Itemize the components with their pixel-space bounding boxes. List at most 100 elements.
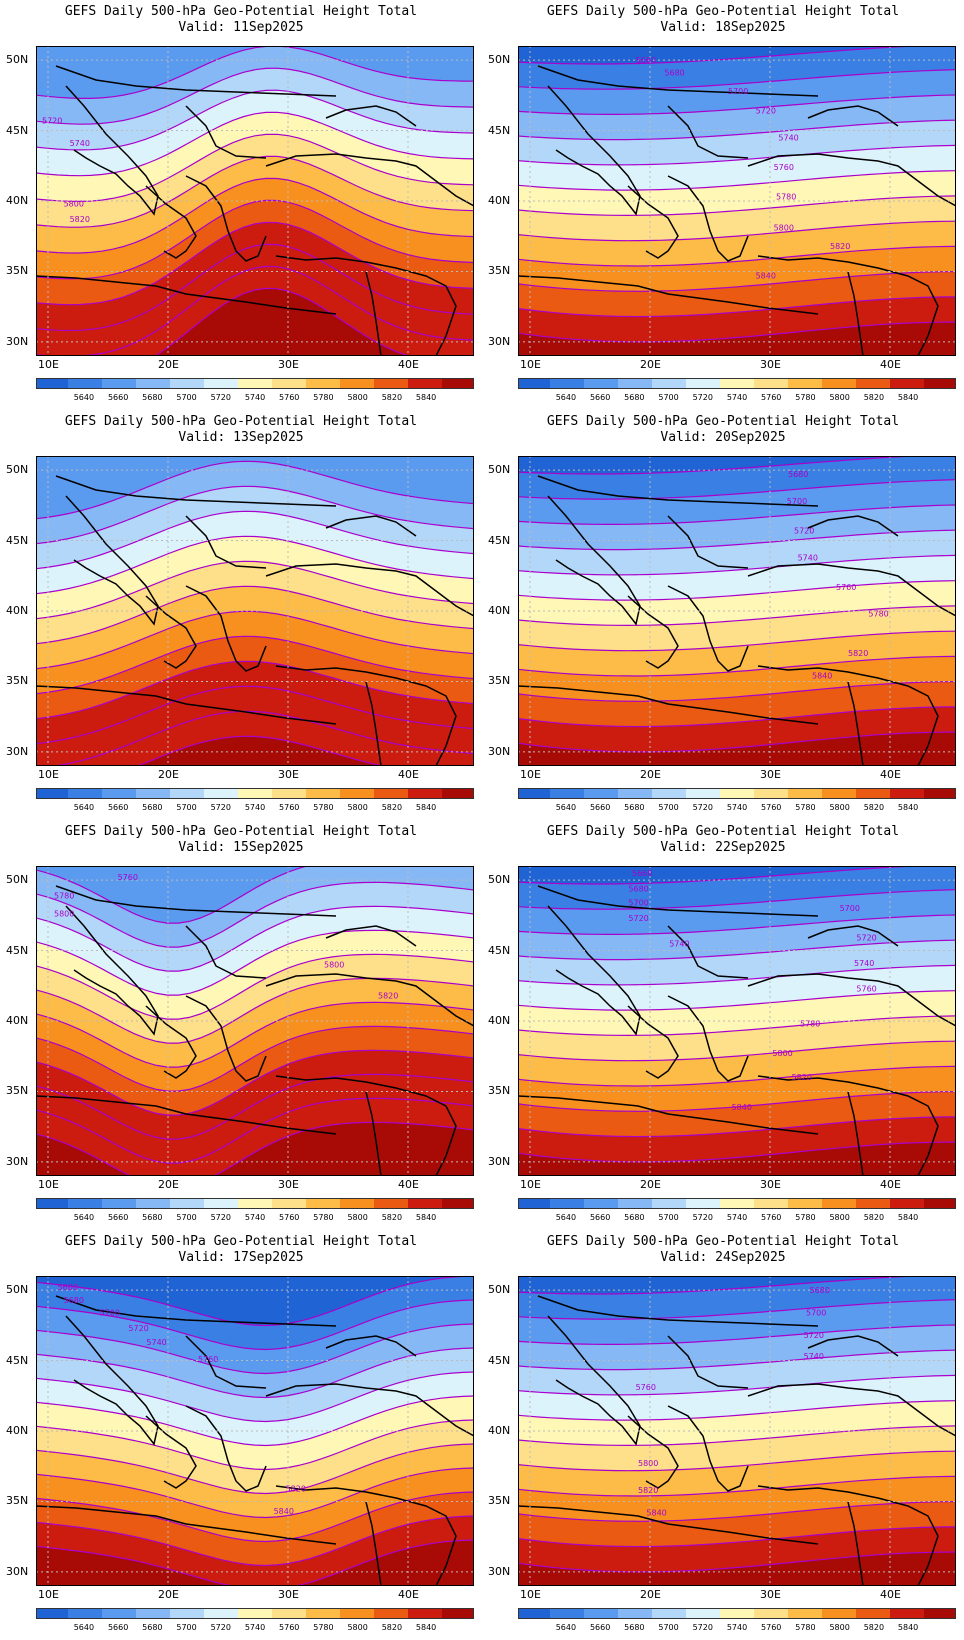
colorbar-tick-label: 5660 xyxy=(589,393,611,402)
contour-line xyxy=(518,866,929,885)
band-fill xyxy=(36,866,474,924)
lon-tick-label: 40E xyxy=(880,358,901,371)
contour-label: 5840 xyxy=(732,1103,752,1112)
band-fill xyxy=(518,456,915,474)
colorbar-tick-label: 5640 xyxy=(73,1213,95,1222)
lon-tick-label: 30E xyxy=(760,358,781,371)
contour-label: 5780 xyxy=(868,610,888,619)
colorbar-swatch xyxy=(340,789,375,798)
lat-tick-label: 30N xyxy=(488,334,511,348)
contour-line xyxy=(36,585,474,645)
colorbar-swatch xyxy=(549,1199,584,1208)
colorbar-swatch xyxy=(101,1199,136,1208)
colorbar-tick-label: 5760 xyxy=(279,803,300,812)
panel-valid-date: Valid: 13Sep2025 xyxy=(178,430,304,445)
panel-valid-date: Valid: 22Sep2025 xyxy=(660,840,786,855)
contour-line xyxy=(36,133,474,203)
coastline-border xyxy=(547,85,641,216)
coastline-border xyxy=(757,1485,939,1586)
lon-tick-label: 10E xyxy=(520,1588,541,1601)
colorbar-tick-label: 5760 xyxy=(761,1213,782,1222)
map-panel: GEFS Daily 500-hPa Geo-Potential Height … xyxy=(0,410,482,820)
colorbar-swatch xyxy=(135,379,170,388)
map-svg: 5660 5680 5700 5720 5740 5700 5720 5740 5760 5780… xyxy=(518,866,956,1176)
colorbar-swatch xyxy=(272,379,307,388)
colorbar-swatch xyxy=(67,379,102,388)
map-panel: GEFS Daily 500-hPa Geo-Potential Height … xyxy=(482,1230,964,1640)
colorbar-swatch xyxy=(135,1199,170,1208)
contour-line xyxy=(518,296,956,318)
lat-tick-label: 30N xyxy=(6,1564,29,1578)
colorbar-swatch xyxy=(519,1199,550,1208)
lat-tick-label: 45N xyxy=(6,943,29,957)
contour-line xyxy=(518,46,929,65)
lon-tick-label: 10E xyxy=(38,358,59,371)
contour-line xyxy=(518,529,956,551)
colorbar-swatch xyxy=(340,1609,375,1618)
map-panel: GEFS Daily 500-hPa Geo-Potential Height … xyxy=(482,820,964,1230)
colorbar-swatch xyxy=(272,789,307,798)
coastline-border xyxy=(265,563,474,617)
contour-line xyxy=(36,1121,474,1176)
colorbar-tick-label: 5740 xyxy=(726,1213,748,1222)
contour-line xyxy=(518,1324,956,1345)
colorbar-swatch xyxy=(924,1199,955,1208)
contour-line xyxy=(36,1323,474,1375)
coastline-border xyxy=(55,65,337,97)
colorbar-tick-label: 5800 xyxy=(347,1623,368,1632)
colorbar-swatch xyxy=(924,1609,955,1618)
colorbar-swatch xyxy=(788,1609,823,1618)
coastline-border xyxy=(185,105,267,159)
coastline-border xyxy=(667,175,749,262)
colorbar-swatch xyxy=(651,379,686,388)
contour-line xyxy=(518,1450,956,1472)
colorbar-swatch xyxy=(685,1609,720,1618)
coastline-border xyxy=(847,1091,864,1176)
colorbar xyxy=(36,378,474,389)
colorbar-tick-label: 5780 xyxy=(313,1623,334,1632)
coastline-border xyxy=(325,515,417,537)
colorbar-swatch xyxy=(203,379,238,388)
colorbar-swatch xyxy=(890,789,925,798)
colorbar-tick-label: 5840 xyxy=(415,1213,437,1222)
colorbar-tick-label: 5720 xyxy=(210,393,231,402)
colorbar-swatch xyxy=(101,1609,136,1618)
colorbar-swatch xyxy=(67,1609,102,1618)
lat-tick-label: 45N xyxy=(488,1353,511,1367)
contour-line xyxy=(136,735,386,766)
contour-line xyxy=(36,485,474,545)
map-frame xyxy=(518,1276,956,1586)
coastline-border xyxy=(275,255,457,356)
contour-label: 5820 xyxy=(638,1486,658,1495)
lat-tick-label: 45N xyxy=(488,943,511,957)
contour-line xyxy=(518,655,956,677)
contour-label: 5820 xyxy=(792,1073,812,1082)
lon-tick-label: 30E xyxy=(760,1178,781,1191)
coastline-border xyxy=(807,515,899,537)
lat-tick-label: 30N xyxy=(6,1154,29,1168)
contour-line xyxy=(51,710,474,766)
colorbar-swatch xyxy=(408,789,443,798)
coastline-border xyxy=(757,255,939,356)
colorbar-tick-label: 5820 xyxy=(863,1213,885,1222)
contour-label: 5740 xyxy=(804,1352,824,1361)
map-frame xyxy=(36,456,474,766)
contour-line xyxy=(36,1097,474,1164)
colorbar-swatch xyxy=(169,1609,204,1618)
colorbar-tick-label: 5700 xyxy=(658,803,679,812)
contour-line xyxy=(36,199,474,280)
contour-label: 5820 xyxy=(830,242,850,251)
band-fill xyxy=(518,46,915,64)
coastline-border xyxy=(757,665,939,766)
colorbar-tick-label: 5680 xyxy=(142,393,163,402)
contour-label: 5760 xyxy=(836,583,856,592)
colorbar-tick-label: 5720 xyxy=(692,1213,713,1222)
coastline-border xyxy=(518,1095,819,1135)
contour-line xyxy=(36,177,474,254)
colorbar-swatch xyxy=(719,789,755,798)
contour-label: 5820 xyxy=(286,1485,306,1494)
contour-line xyxy=(36,1049,474,1116)
panel-valid-date: Valid: 24Sep2025 xyxy=(660,1250,786,1265)
contour-line xyxy=(518,1299,956,1320)
coastline-border xyxy=(518,685,819,725)
